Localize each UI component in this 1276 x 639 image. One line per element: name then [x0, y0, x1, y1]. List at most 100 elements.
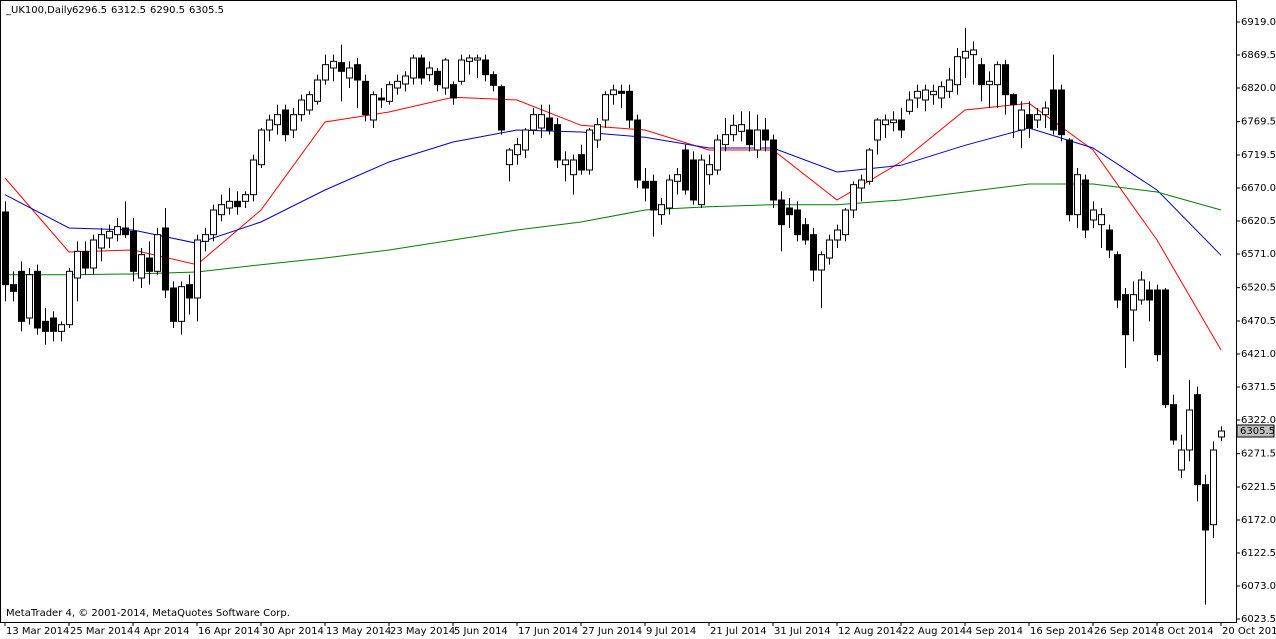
candle-body — [882, 119, 889, 126]
x-tick-label: 5 Jun 2014 — [454, 626, 508, 637]
candle-body — [322, 64, 329, 81]
candle-body — [410, 57, 417, 79]
candle-body — [434, 70, 441, 86]
y-tick-label: 6073.0 — [1241, 581, 1276, 592]
candle-body — [1218, 430, 1225, 438]
candle-body — [1066, 139, 1073, 216]
candle-body — [26, 274, 33, 319]
candle-body — [906, 99, 913, 112]
candle-body — [730, 124, 737, 136]
candle-body — [1090, 209, 1097, 221]
candle-body — [538, 114, 545, 129]
candle-body — [722, 134, 729, 146]
symbol-label: _UK100,Daily — [5, 5, 73, 16]
candle-body — [690, 159, 697, 201]
candle-body — [586, 129, 593, 171]
candle-body — [1042, 107, 1049, 116]
candle-body — [354, 64, 361, 81]
y-tick-label: 6172.0 — [1241, 515, 1276, 526]
candle-body — [802, 224, 809, 241]
y-tick-label: 6221.5 — [1241, 482, 1276, 493]
candle-body — [474, 57, 481, 61]
candle-body — [426, 67, 433, 76]
y-tick-label: 6371.5 — [1241, 382, 1276, 393]
candle-body — [1114, 254, 1121, 301]
candle-body — [1002, 64, 1009, 96]
y-tick-label: 6719.5 — [1241, 150, 1276, 161]
candle-body — [874, 119, 881, 141]
candle-body — [346, 67, 353, 79]
candle-body — [114, 226, 121, 236]
candle-body — [370, 94, 377, 121]
candle-body — [362, 80, 369, 116]
candle-body — [314, 79, 321, 102]
candle-body — [218, 204, 225, 216]
candle-body — [226, 200, 233, 209]
candle-body — [746, 129, 753, 146]
candle-body — [290, 114, 297, 131]
candle-body — [194, 239, 201, 299]
candle-body — [1138, 279, 1145, 301]
candle-body — [130, 230, 137, 272]
candle-body — [562, 159, 569, 166]
x-tick-label: 25 Mar 2014 — [70, 626, 133, 637]
candle-body — [106, 230, 113, 239]
candle-body — [954, 56, 961, 86]
candle-body — [418, 57, 425, 79]
candle-body — [1162, 289, 1169, 406]
y-tick-label: 6820.0 — [1241, 83, 1276, 94]
candle-body — [18, 270, 25, 322]
candle-body — [146, 257, 153, 272]
x-tick-label: 17 Jun 2014 — [518, 626, 578, 637]
y-tick-label: 6271.5 — [1241, 449, 1276, 460]
candle-body — [1194, 394, 1201, 486]
candle-body — [1130, 294, 1137, 311]
candle-body — [1106, 229, 1113, 251]
candle-body — [90, 239, 97, 269]
footer: MetaTrader 4, © 2001-2014, MetaQuotes So… — [6, 608, 290, 619]
candle-body — [658, 204, 665, 216]
candle-body — [618, 90, 625, 94]
header-ohlc: 6290.5 — [150, 5, 185, 16]
candle-body — [82, 250, 89, 269]
candle-body — [154, 234, 161, 272]
x-tick-label: 9 Jul 2014 — [646, 626, 696, 637]
candle-body — [498, 86, 505, 131]
candle-body — [890, 119, 897, 124]
candle-body — [170, 287, 177, 322]
header-ohlc: 6296.5 — [72, 5, 107, 16]
y-tick-label: 6322.0 — [1241, 415, 1276, 426]
candle-body — [666, 179, 673, 209]
candle-body — [530, 114, 537, 131]
candle-body — [202, 234, 209, 242]
candle-body — [546, 117, 553, 131]
x-tick-label: 20 Oct 2014 — [1222, 626, 1276, 637]
candle-body — [234, 200, 241, 208]
candle-body — [98, 234, 105, 249]
candle-body — [378, 97, 385, 101]
x-tick-label: 22 Aug 2014 — [902, 626, 966, 637]
candle-body — [634, 119, 641, 181]
candle-body — [1074, 174, 1081, 216]
candle-body — [178, 286, 185, 322]
x-tick-label: 31 Jul 2014 — [774, 626, 831, 637]
candle-body — [2, 211, 9, 286]
candle-body — [466, 57, 473, 62]
price-label: 6305.5 — [1240, 426, 1275, 437]
candle-body — [778, 199, 785, 226]
candle-body — [570, 159, 577, 176]
candle-body — [866, 149, 873, 182]
candle-body — [1186, 409, 1193, 451]
candle-body — [610, 89, 617, 96]
candle-body — [1122, 294, 1129, 336]
candle-body — [66, 270, 73, 326]
candle-body — [970, 49, 977, 56]
candle-body — [642, 180, 649, 189]
x-tick-label: 23 May 2014 — [390, 626, 455, 637]
y-tick-label: 6670.0 — [1241, 183, 1276, 194]
x-tick-label: 26 Sep 2014 — [1094, 626, 1157, 637]
moving-average — [5, 183, 1222, 276]
candle-body — [506, 149, 513, 166]
y-tick-label: 6470.5 — [1241, 316, 1276, 327]
candle-body — [914, 90, 921, 99]
